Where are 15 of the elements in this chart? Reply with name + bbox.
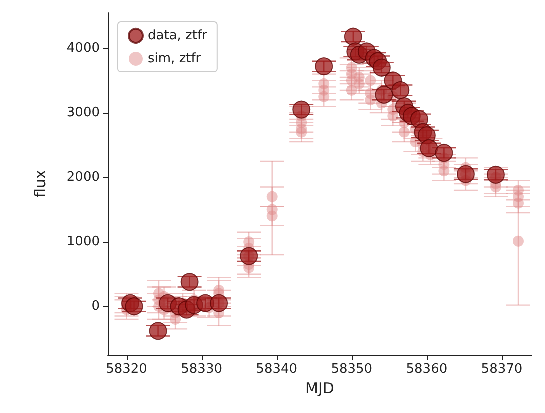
x-tick-label: 58360 [406,362,448,377]
x-tick-label: 58330 [181,362,222,377]
y-tick-label: 4000 [66,40,100,56]
y-tick-label: 1000 [66,234,100,250]
y-axis-title: flux [32,170,50,198]
y-tick-label: 0 [92,299,100,314]
x-tick-label: 58350 [331,362,373,377]
legend-label: sim, ztfr [148,52,202,66]
x-tick-label: 58370 [481,362,523,377]
x-tick-label: 58320 [106,362,148,377]
legend-label: data, ztfr [148,28,208,44]
y-tick-label: 3000 [66,106,100,121]
x-axis-title: MJD [306,380,334,398]
x-tick-label: 58340 [256,362,298,377]
y-tick-label: 2000 [66,170,100,186]
